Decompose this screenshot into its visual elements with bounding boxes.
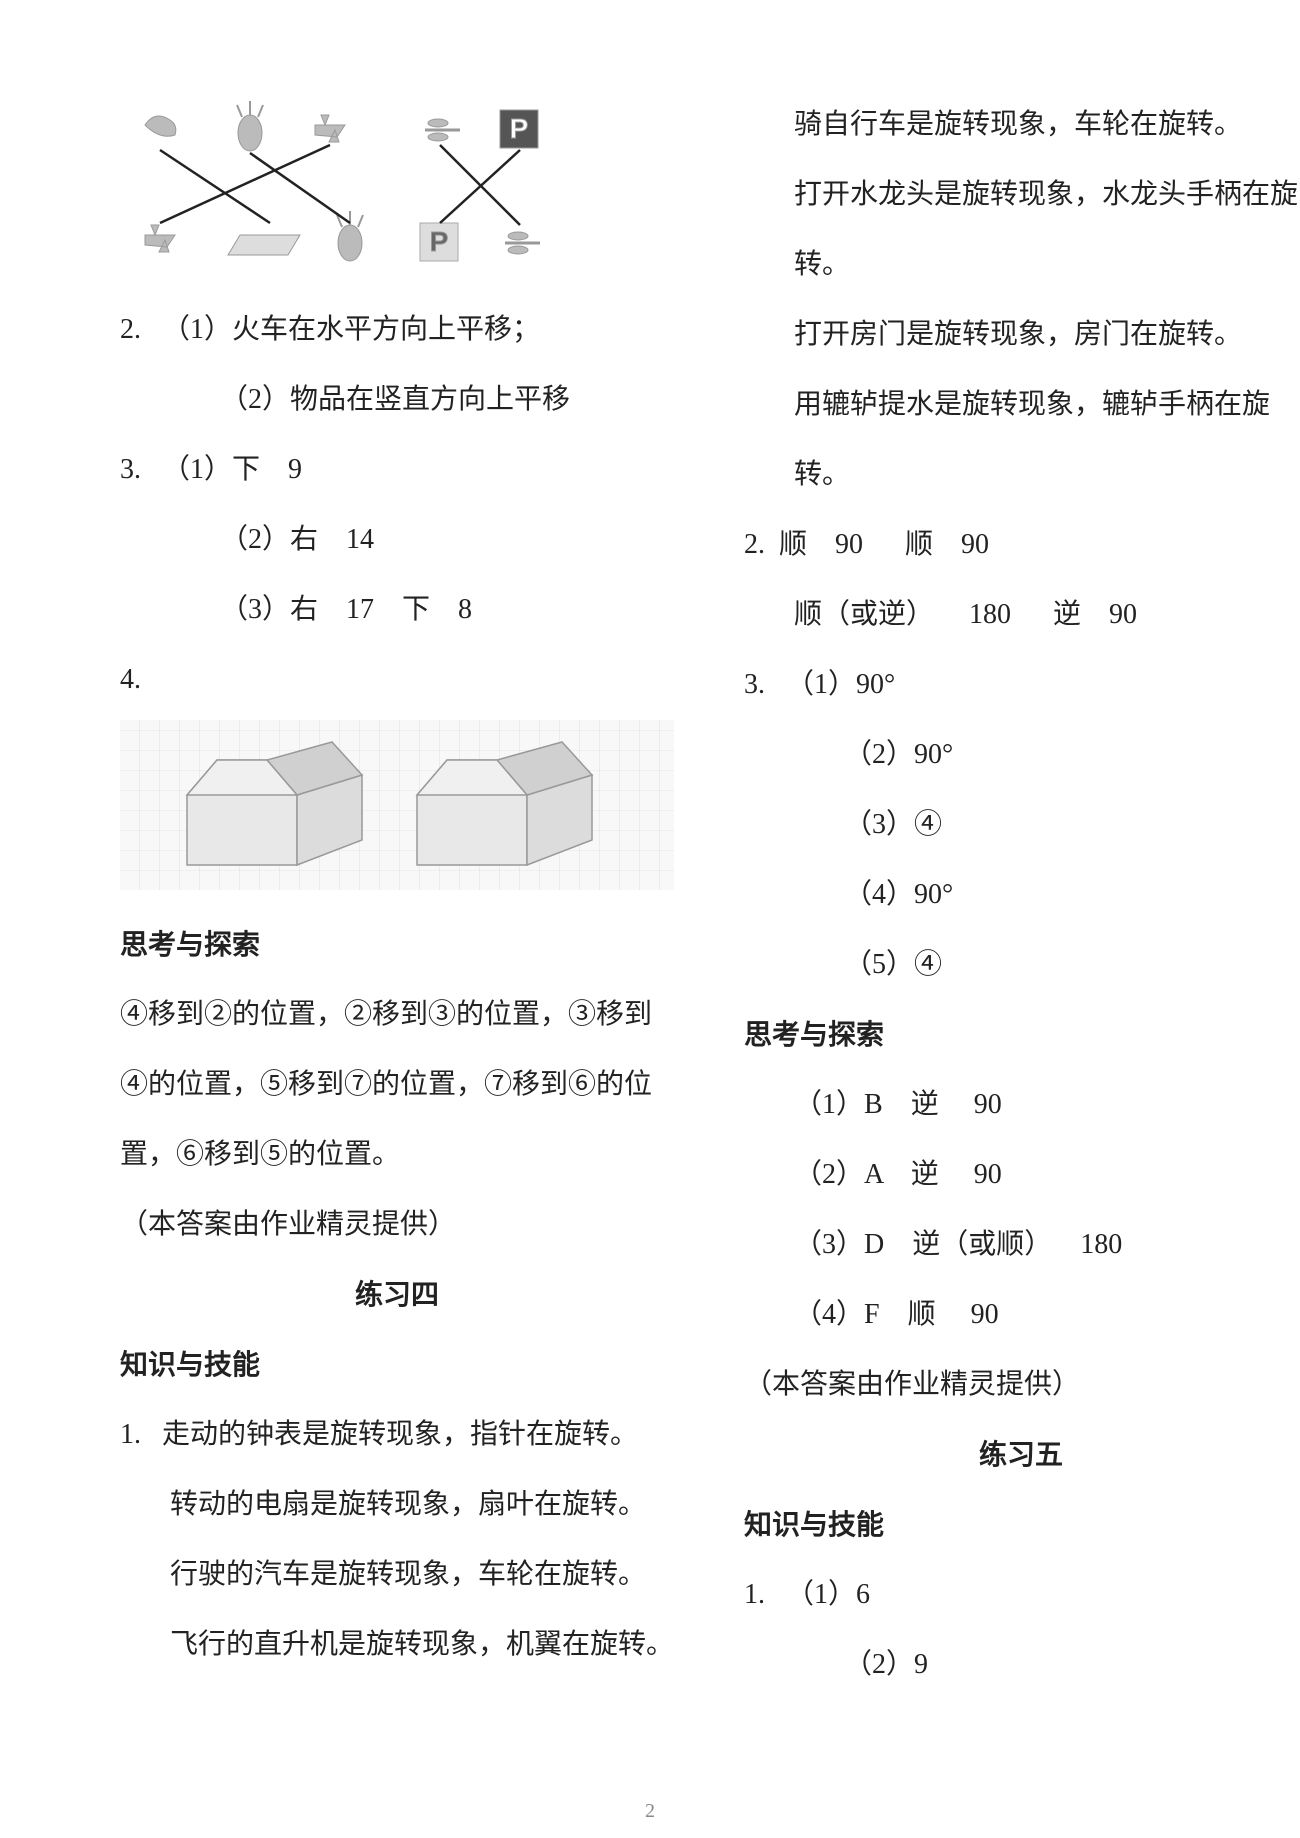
r-cont-5: 用辘轳提水是旋转现象，辘轳手柄在旋 (744, 370, 1298, 440)
q2-2: （2）物品在竖直方向上平移 (120, 365, 674, 435)
r-q3-2: （2）90° (744, 720, 1298, 790)
r-sikao-title: 思考与探索 (744, 1000, 1298, 1070)
l-q1-2: 转动的电扇是旋转现象，扇叶在旋转。 (120, 1470, 674, 1540)
r-q1: 1. （1）6 (744, 1560, 1298, 1630)
lianxi4: 练习四 (120, 1260, 674, 1330)
zhishi-right: 知识与技能 (744, 1490, 1298, 1560)
r-cont-2: 打开水龙头是旋转现象，水龙头手柄在旋 (744, 160, 1298, 230)
r-sk-3: （3）D 逆（或顺） 180 (744, 1210, 1298, 1280)
sikao-l3: 置，⑥移到⑤的位置。 (120, 1120, 674, 1190)
r-q3-5: （5）④ (744, 930, 1298, 1000)
l-q1-4: 飞行的直升机是旋转现象，机翼在旋转。 (120, 1610, 674, 1680)
q4: 4. (120, 645, 674, 715)
l-q1-3: 行驶的汽车是旋转现象，车轮在旋转。 (120, 1540, 674, 1610)
note-right: （本答案由作业精灵提供） (744, 1350, 1298, 1420)
zhishi-left: 知识与技能 (120, 1330, 674, 1400)
lianxi5: 练习五 (744, 1420, 1298, 1490)
r-sk-2: （2）A 逆 90 (744, 1140, 1298, 1210)
r-q2-2: 顺（或逆） 180 逆 90 (744, 580, 1298, 650)
r-q1-2: （2）9 (744, 1630, 1298, 1700)
sikao-l1: ④移到②的位置，②移到③的位置，③移到 (120, 980, 674, 1050)
r-sk-1: （1）B 逆 90 (744, 1070, 1298, 1140)
svg-text:P: P (510, 113, 529, 144)
r-q3: 3. （1）90° (744, 650, 1298, 720)
r-q2: 2. 顺 90 顺 90 (744, 510, 1298, 580)
r-cont-4: 打开房门是旋转现象，房门在旋转。 (744, 300, 1298, 370)
l-q1: 1. 走动的钟表是旋转现象，指针在旋转。 (120, 1400, 674, 1470)
sikao-l2: ④的位置，⑤移到⑦的位置，⑦移到⑥的位 (120, 1050, 674, 1120)
right-column: 骑自行车是旋转现象，车轮在旋转。 打开水龙头是旋转现象，水龙头手柄在旋 转。 打… (714, 90, 1300, 1778)
q3-2: （2）右 14 (120, 505, 674, 575)
sikao-title: 思考与探索 (120, 910, 674, 980)
r-sk-4: （4）F 顺 90 (744, 1280, 1298, 1350)
page-number: 2 (645, 1800, 655, 1823)
r-cont-1: 骑自行车是旋转现象，车轮在旋转。 (744, 90, 1298, 160)
q3: 3. （1）下 9 (120, 435, 674, 505)
q2: 2. （1）火车在水平方向上平移； (120, 295, 674, 365)
house-diagram (120, 720, 674, 890)
page-container: P P (100, 90, 1200, 1778)
q3-3: （3）右 17 下 8 (120, 575, 674, 645)
r-cont-3: 转。 (744, 230, 1298, 300)
matching-diagram: P P (120, 90, 674, 295)
left-column: P P (100, 90, 704, 1778)
r-q3-4: （4）90° (744, 860, 1298, 930)
r-cont-6: 转。 (744, 440, 1298, 510)
note-left: （本答案由作业精灵提供） (120, 1190, 674, 1260)
r-q3-3: （3）④ (744, 790, 1298, 860)
svg-text:P: P (430, 226, 449, 257)
